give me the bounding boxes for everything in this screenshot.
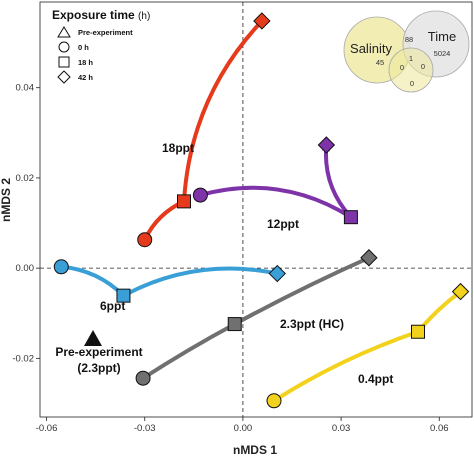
point-18h-series-4: [411, 324, 425, 339]
point-18h-series-3: [227, 317, 242, 332]
legend-diamond-icon: [57, 70, 71, 84]
point-0h-series-1: [192, 187, 208, 203]
venn-count-bottom-left: 0: [400, 63, 404, 72]
point-18h-series-1: [343, 210, 358, 225]
series-label-6ppt: 6ppt: [100, 299, 125, 313]
venn-count-time: 5024: [434, 49, 451, 58]
venn-diagram: Salinity Time 45 5024 88 1 0 0 0: [343, 10, 470, 93]
point-18h-series-0: [177, 194, 191, 209]
venn-label-salinity: Salinity: [350, 41, 392, 56]
venn-count-overlap: 88: [405, 35, 413, 44]
x-tick-label: -0.03: [134, 423, 156, 434]
x-tick-label: 0.06: [430, 423, 449, 434]
venn-count-center: 1: [409, 54, 413, 63]
point-42h-series-1: [317, 136, 336, 154]
point-0h-series-3: [135, 370, 151, 386]
venn-count-salinity: 45: [376, 58, 384, 67]
y-tick-label: 0.02: [16, 173, 35, 184]
x-tick-label: 0.00: [234, 423, 253, 434]
point-42h-series-0: [253, 12, 271, 30]
legend-item-18h: 18 h: [78, 58, 93, 67]
y-axis-title: nMDS 2: [0, 178, 13, 222]
venn-label-time: Time: [428, 29, 456, 44]
y-axis-ticks: -0.02 0.00 0.02 0.04: [12, 83, 40, 364]
x-tick-label: 0.03: [332, 423, 351, 434]
y-tick-label: -0.02: [12, 353, 34, 364]
legend-title-unit: (h): [138, 11, 150, 22]
legend-item-42h: 42 h: [78, 73, 93, 82]
plot-area: [39, 1, 473, 418]
series-label-hc: 2.3ppt (HC): [280, 317, 344, 331]
y-tick-label: 0.04: [16, 83, 35, 94]
venn-count-bottom: 0: [410, 79, 414, 88]
pre-experiment-marker: [84, 330, 102, 346]
x-tick-label: -0.06: [36, 423, 58, 434]
series-label-12ppt: 12ppt: [267, 217, 299, 231]
series-path-4: [272, 289, 463, 403]
x-axis-ticks: -0.06 -0.03 0.00 0.03 0.06: [36, 417, 449, 434]
series-label-04ppt: 0.4ppt: [358, 372, 393, 386]
series-layer: [53, 12, 470, 409]
venn-count-bottom-right: 0: [421, 62, 425, 71]
pre-experiment-sublabel: (2.3ppt): [77, 361, 120, 375]
legend-square-icon: [58, 56, 70, 68]
point-18h-series-2: [116, 288, 131, 303]
point-42h-series-2: [268, 264, 286, 283]
legend-title: Exposure time (h): [52, 8, 150, 22]
legend-title-text: Exposure time: [52, 8, 135, 22]
legend-triangle-icon: [57, 26, 71, 38]
legend: Exposure time (h) Pre-experiment 0 h 18 …: [52, 8, 150, 84]
series-path-0: [142, 18, 264, 242]
legend-item-0h: 0 h: [78, 43, 89, 52]
series-path-1: [198, 142, 353, 219]
legend-circle-icon: [58, 41, 70, 53]
point-42h-series-3: [360, 249, 378, 267]
series-path-2: [59, 264, 280, 299]
y-tick-label: 0.00: [16, 263, 35, 274]
x-axis-title: nMDS 1: [233, 443, 277, 457]
point-0h-series-4: [266, 393, 282, 409]
point-0h-series-0: [137, 232, 153, 248]
venn-circle-third: [388, 47, 434, 93]
legend-item-pre-experiment: Pre-experiment: [78, 28, 133, 37]
point-42h-series-4: [451, 282, 470, 301]
series-label-18ppt: 18ppt: [162, 141, 194, 155]
pre-experiment-label: Pre-experiment: [55, 345, 142, 359]
point-0h-series-2: [53, 259, 69, 275]
